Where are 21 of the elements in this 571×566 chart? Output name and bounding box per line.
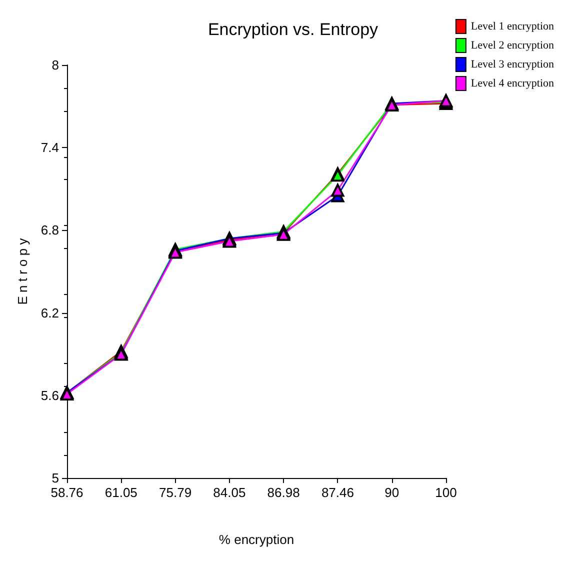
x-tick-label: 75.79: [159, 485, 192, 500]
y-tick-label: 7.4: [40, 140, 59, 156]
x-tick-label: 90: [384, 485, 400, 500]
y-tick-label: 8: [52, 58, 59, 72]
legend-label: Level 1 encryption: [470, 20, 554, 32]
y-tick-label: 5: [52, 470, 59, 486]
x-tick-label: 61.05: [104, 485, 138, 500]
x-tick-label: 87.46: [321, 485, 354, 500]
y-tick-label: 6.2: [40, 305, 59, 320]
legend-label: Level 3 encryption: [470, 58, 554, 70]
chart-title: Encryption vs. Entropy: [208, 20, 379, 39]
x-tick-label: 58.76: [50, 485, 84, 500]
legend-label: Level 4 encryption: [470, 78, 554, 90]
x-axis-title: % encryption: [218, 532, 294, 547]
y-tick-label: 6.8: [40, 222, 59, 238]
x-tick-label: 84.05: [213, 485, 246, 500]
y-axis-title: E n t r o p y: [15, 238, 30, 305]
y-tick-label: 5.6: [40, 388, 59, 403]
legend-label: Level 2 encryption: [470, 40, 554, 52]
x-tick-label: 100: [435, 485, 457, 500]
x-tick-label: 86.98: [267, 485, 300, 500]
